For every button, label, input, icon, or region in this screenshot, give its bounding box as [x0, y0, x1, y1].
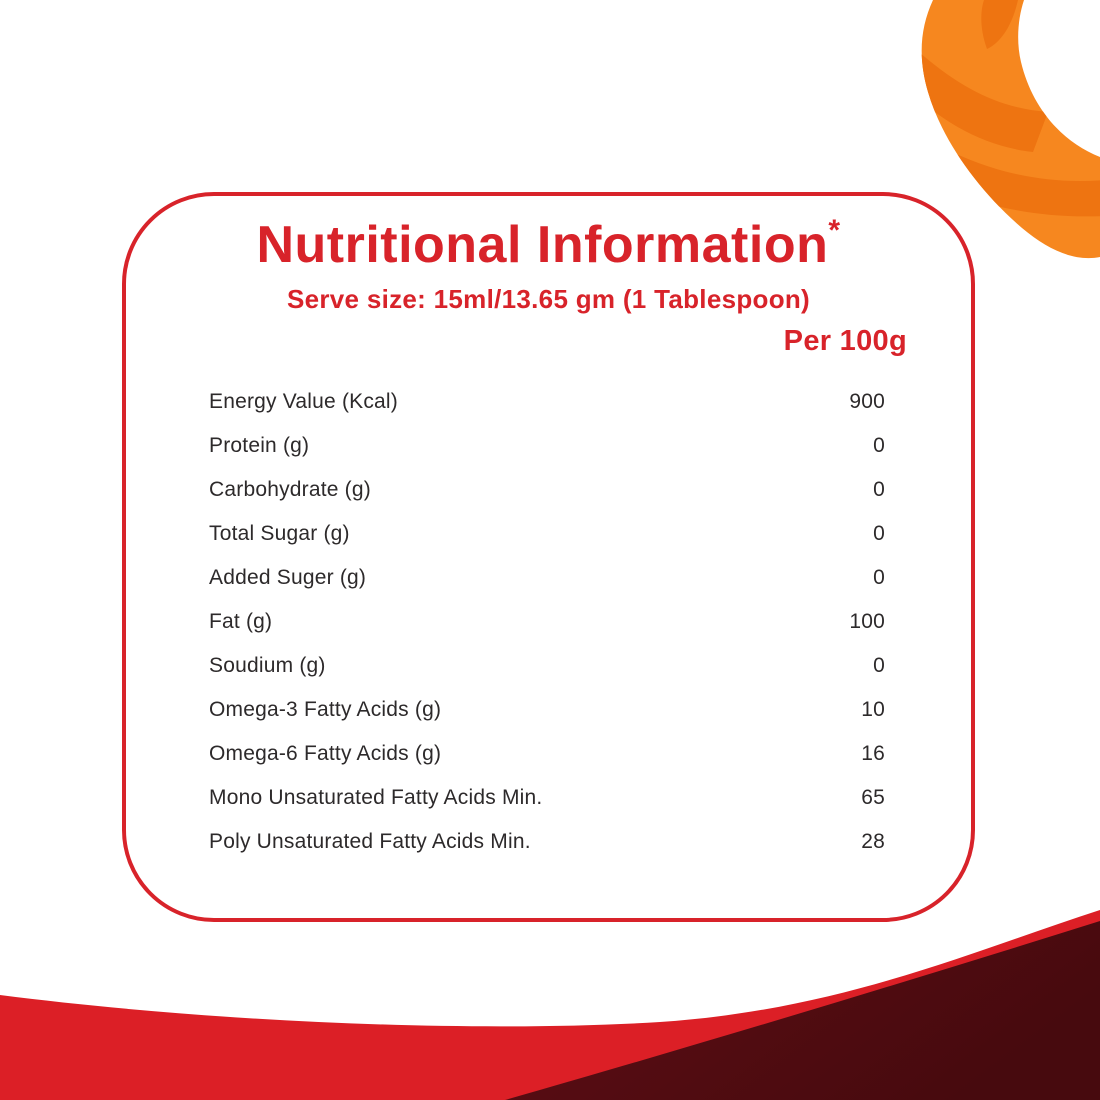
table-row: Omega-6 Fatty Acids (g) 16: [209, 732, 885, 776]
row-value: 0: [873, 477, 885, 501]
table-row: Energy Value (Kcal) 900: [209, 380, 885, 424]
row-value: 0: [873, 433, 885, 457]
row-label: Added Suger (g): [209, 565, 367, 589]
row-label: Mono Unsaturated Fatty Acids Min.: [209, 785, 543, 809]
row-value: 28: [861, 829, 885, 853]
nutrition-card: Nutritional Information* Serve size: 15m…: [122, 192, 975, 922]
row-label: Energy Value (Kcal): [209, 389, 398, 413]
row-value: 0: [873, 653, 885, 677]
row-value: 10: [861, 697, 885, 721]
column-header-per-100g: Per 100g: [783, 324, 907, 357]
row-value: 100: [849, 609, 885, 633]
title-text: Nutritional Information: [256, 216, 829, 274]
table-row: Protein (g) 0: [209, 424, 885, 468]
row-value: 0: [873, 565, 885, 589]
table-row: Poly Unsaturated Fatty Acids Min. 28: [209, 820, 885, 864]
row-label: Soudium (g): [209, 653, 326, 677]
serve-size-text: Serve size: 15ml/13.65 gm (1 Tablespoon): [286, 283, 811, 314]
row-label: Carbohydrate (g): [209, 477, 371, 501]
table-row: Carbohydrate (g) 0: [209, 468, 885, 512]
row-label: Omega-3 Fatty Acids (g): [209, 697, 442, 721]
title-asterisk: *: [828, 214, 841, 247]
row-label: Omega-6 Fatty Acids (g): [209, 741, 442, 765]
orange-swirl-icon: [921, 0, 1100, 259]
row-label: Fat (g): [209, 609, 273, 633]
row-label: Protein (g): [209, 433, 310, 457]
row-value: 900: [849, 389, 885, 413]
table-row: Omega-3 Fatty Acids (g) 10: [209, 688, 885, 732]
table-row: Soudium (g) 0: [209, 644, 885, 688]
row-label: Total Sugar (g): [209, 521, 350, 545]
table-row: Fat (g) 100: [209, 600, 885, 644]
maroon-wave-shape: [505, 921, 1100, 1100]
row-label: Poly Unsaturated Fatty Acids Min.: [209, 829, 531, 853]
row-value: 0: [873, 521, 885, 545]
page-title: Nutritional Information*: [126, 214, 971, 276]
row-value: 65: [861, 785, 885, 809]
table-row: Mono Unsaturated Fatty Acids Min. 65: [209, 776, 885, 820]
table-row: Total Sugar (g) 0: [209, 512, 885, 556]
row-value: 16: [861, 741, 885, 765]
table-row: Added Suger (g) 0: [209, 556, 885, 600]
bottom-wave-graphic: [0, 910, 1100, 1100]
nutrition-table: Energy Value (Kcal) 900 Protein (g) 0 Ca…: [126, 380, 971, 864]
